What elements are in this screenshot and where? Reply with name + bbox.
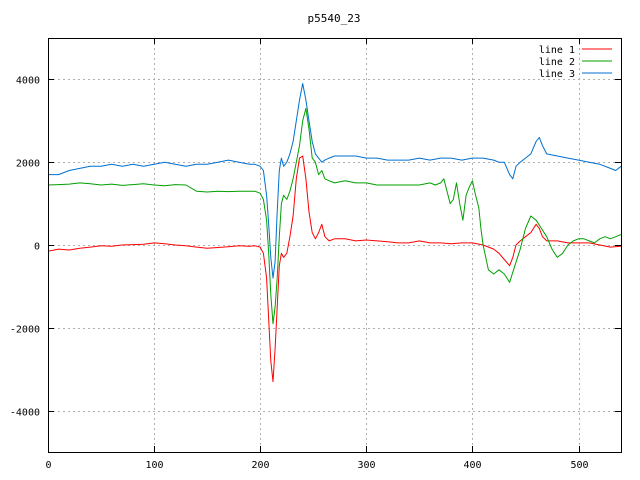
series-group: [48, 83, 621, 383]
axis-ticks: 0 100 200 300 400 500 -4000 -2000 0 2000 4000: [10, 38, 621, 471]
grid: [48, 38, 621, 452]
legend-label-2: line 2: [539, 57, 575, 68]
x-tick-label: 300: [357, 460, 375, 471]
y-tick-label: 2000: [16, 159, 40, 170]
y-tick-label: 4000: [16, 76, 40, 87]
series-line-2: [48, 107, 621, 325]
y-tick-label: 0: [34, 242, 40, 253]
y-tick-label: -4000: [10, 408, 40, 419]
legend-label-1: line 1: [539, 45, 575, 56]
x-tick-label: 0: [45, 460, 51, 471]
y-tick-label: -2000: [10, 325, 40, 336]
series-line-1: [48, 155, 621, 383]
x-tick-label: 500: [570, 460, 588, 471]
x-tick-label: 400: [463, 460, 481, 471]
legend-label-3: line 3: [539, 69, 575, 80]
series-line-3: [48, 83, 621, 279]
x-tick-label: 200: [251, 460, 269, 471]
chart-title: p5540_23: [308, 12, 361, 25]
x-tick-label: 100: [145, 460, 163, 471]
